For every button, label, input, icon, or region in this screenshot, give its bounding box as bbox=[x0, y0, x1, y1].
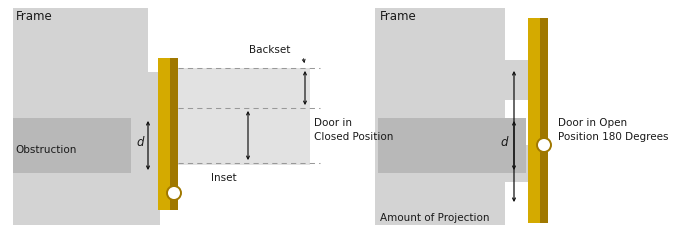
Text: Obstruction: Obstruction bbox=[15, 145, 76, 155]
Bar bbox=[528, 18, 540, 223]
Text: Door in Open
Position 180 Degrees: Door in Open Position 180 Degrees bbox=[558, 118, 668, 142]
Text: Backset: Backset bbox=[250, 45, 290, 55]
Bar bbox=[158, 58, 170, 210]
Text: d: d bbox=[136, 136, 143, 149]
Bar bbox=[13, 118, 131, 173]
Polygon shape bbox=[375, 8, 530, 225]
Text: Inset: Inset bbox=[211, 173, 237, 183]
Bar bbox=[540, 18, 548, 223]
Text: Frame: Frame bbox=[380, 9, 417, 22]
Text: Amount of Projection: Amount of Projection bbox=[380, 213, 490, 223]
Text: Frame: Frame bbox=[16, 9, 53, 22]
Polygon shape bbox=[178, 68, 310, 165]
Circle shape bbox=[537, 138, 551, 152]
Text: Door in
Closed Position: Door in Closed Position bbox=[314, 118, 393, 142]
Bar bbox=[170, 58, 178, 210]
Polygon shape bbox=[13, 8, 160, 225]
Circle shape bbox=[167, 186, 181, 200]
Text: d: d bbox=[500, 136, 508, 149]
Bar bbox=[378, 118, 526, 173]
